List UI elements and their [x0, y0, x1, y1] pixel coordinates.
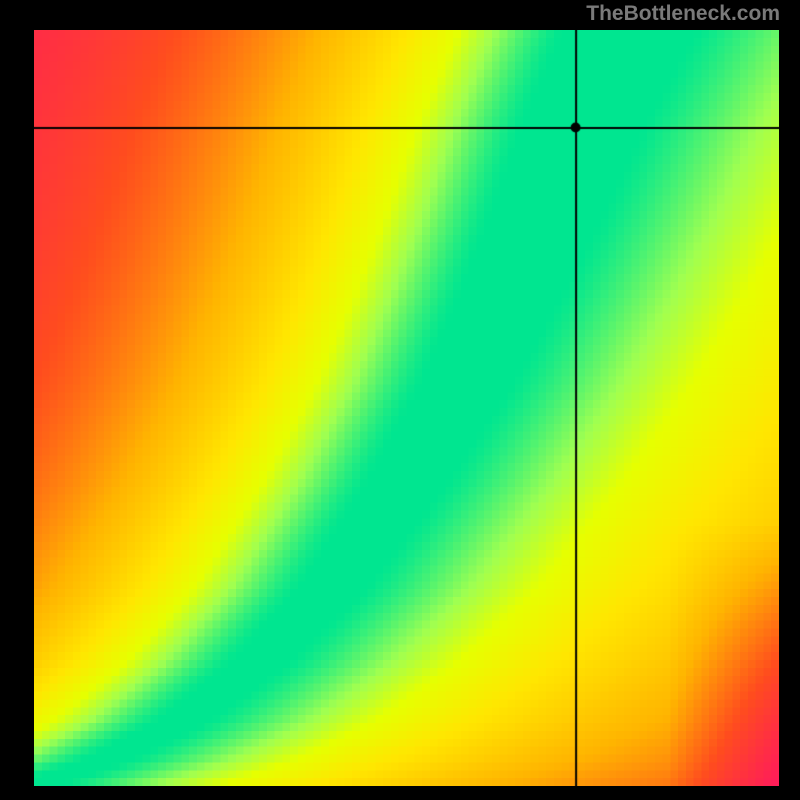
- watermark-text: TheBottleneck.com: [586, 2, 780, 26]
- bottleneck-heatmap: [34, 30, 779, 786]
- chart-container: TheBottleneck.com: [0, 0, 800, 800]
